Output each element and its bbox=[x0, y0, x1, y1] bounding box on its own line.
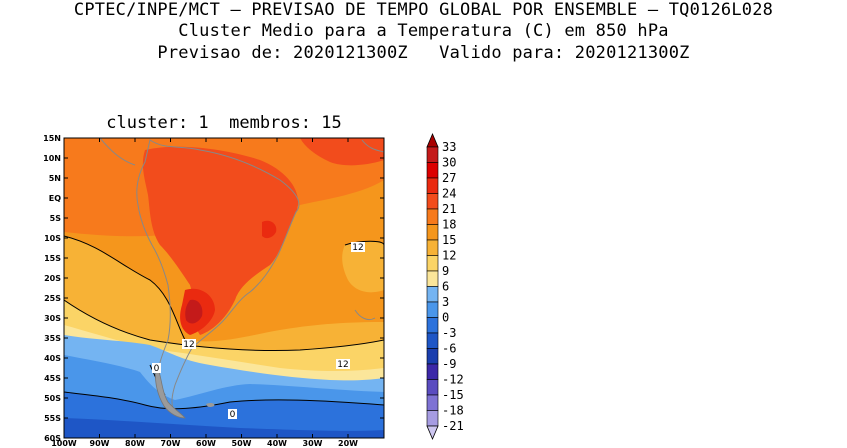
band-21-24 bbox=[142, 146, 299, 335]
coastline-africa-south bbox=[354, 309, 376, 321]
colorbar-label: 18 bbox=[442, 218, 456, 232]
colorbar-label: -15 bbox=[442, 388, 464, 402]
colorbar-label: 9 bbox=[442, 264, 449, 278]
colorbar-label: 3 bbox=[442, 295, 449, 309]
band-24-27-north bbox=[262, 220, 277, 239]
contour-label-12-a: 12 bbox=[183, 340, 194, 350]
colorbar-segment bbox=[426, 270, 439, 287]
band-minus6-minus3 bbox=[64, 418, 384, 438]
contour-0 bbox=[64, 391, 384, 410]
colorbar-segment bbox=[426, 301, 439, 318]
colorbar-segment bbox=[426, 193, 439, 210]
lon-label: 80W bbox=[125, 439, 145, 448]
lon-label: 60W bbox=[196, 439, 216, 448]
colorbar-label: -21 bbox=[442, 419, 464, 433]
colorbar-segment bbox=[426, 224, 439, 241]
colorbar-segment bbox=[426, 332, 439, 349]
header-title-line-2: Cluster Medio para a Temperatura (C) em … bbox=[178, 21, 669, 41]
lat-label: 10S bbox=[44, 234, 61, 243]
map-frame bbox=[63, 137, 385, 439]
contour-12-south bbox=[64, 299, 384, 352]
lat-label: 55S bbox=[44, 414, 61, 423]
colorbar-label: -3 bbox=[442, 326, 456, 340]
colorbar-label: -9 bbox=[442, 357, 456, 371]
colorbar-top-arrow bbox=[426, 132, 439, 148]
panel-title: cluster: 1 membros: 15 bbox=[106, 113, 342, 133]
colorbar-segment bbox=[426, 363, 439, 380]
lon-label: 30W bbox=[303, 439, 323, 448]
header-title-line-1: CPTEC/INPE/MCT — PREVISAO DE TEMPO GLOBA… bbox=[73, 0, 774, 20]
band-21-24-ocean bbox=[300, 138, 384, 166]
band-12-15-east bbox=[342, 241, 384, 293]
coastline-south-america bbox=[136, 139, 300, 414]
lat-label: 20S bbox=[44, 274, 61, 283]
longitude-axis: 100W 90W 80W 70W 60W 50W 40W 30W 20W bbox=[51, 138, 358, 448]
contour-12-east bbox=[344, 240, 384, 246]
colorbar-segment bbox=[426, 239, 439, 256]
colorbar-segment bbox=[426, 146, 439, 163]
lat-label: 40S bbox=[44, 354, 61, 363]
colorbar-bottom-arrow bbox=[426, 425, 439, 441]
colorbar-label: 33 bbox=[442, 140, 456, 154]
lat-label: 10N bbox=[43, 154, 61, 163]
colorbar-label: -12 bbox=[442, 373, 464, 387]
colorbar-label: 27 bbox=[442, 171, 456, 185]
lat-label: 30S bbox=[44, 314, 61, 323]
colorbar-label: 21 bbox=[442, 202, 456, 216]
lon-label: 20W bbox=[338, 439, 358, 448]
band-27-30 bbox=[185, 299, 203, 324]
lat-label: 35S bbox=[44, 334, 61, 343]
coastline-central-america bbox=[99, 138, 136, 166]
colorbar-segment bbox=[426, 177, 439, 194]
colorbar-segment bbox=[426, 162, 439, 179]
lon-label: 40W bbox=[267, 439, 287, 448]
header-title-line-3: Previsao de: 2020121300Z Valido para: 20… bbox=[157, 43, 690, 63]
coastline-africa bbox=[361, 139, 384, 153]
colorbar-label: -6 bbox=[442, 342, 456, 356]
contour-labels: 12 12 12 0 0 bbox=[152, 242, 365, 420]
colorbar-segment bbox=[426, 348, 439, 365]
lat-label: 60S bbox=[44, 434, 61, 443]
lat-label: 45S bbox=[44, 374, 61, 383]
lat-label: 25S bbox=[44, 294, 61, 303]
colorbar-segment bbox=[426, 317, 439, 334]
colorbar-segment bbox=[426, 410, 439, 427]
lat-label: 5N bbox=[49, 174, 61, 183]
colorbar-label: 15 bbox=[442, 233, 456, 247]
colorbar-segment bbox=[426, 208, 439, 225]
lon-label: 70W bbox=[161, 439, 181, 448]
colorbar-segment bbox=[426, 255, 439, 272]
colorbar-label: 0 bbox=[442, 311, 449, 325]
contour-label-12-b: 12 bbox=[352, 243, 363, 253]
falkland-islands bbox=[206, 402, 215, 408]
colorbar-label: 30 bbox=[442, 156, 456, 170]
colorbar-label: -18 bbox=[442, 404, 464, 418]
lon-label: 50W bbox=[232, 439, 252, 448]
lat-label: 15S bbox=[44, 254, 61, 263]
lat-label: 5S bbox=[50, 214, 62, 223]
colorbar-segment bbox=[426, 286, 439, 303]
colorbar-label: 6 bbox=[442, 280, 449, 294]
lat-label: 15N bbox=[43, 134, 61, 143]
latitude-axis: 15N 10N 5N EQ 5S 10S 15S 20S 25S 30S 35S 40S 45S 50S 5… bbox=[43, 134, 384, 443]
lon-label: 90W bbox=[90, 439, 110, 448]
colorbar-label: 24 bbox=[442, 187, 456, 201]
colorbar-segment bbox=[426, 394, 439, 411]
map-field: 12 12 12 0 0 bbox=[64, 138, 384, 438]
contour-label-0-a: 0 bbox=[154, 364, 160, 374]
colorbar-segment bbox=[426, 379, 439, 396]
lat-label: 50S bbox=[44, 394, 61, 403]
lat-label: EQ bbox=[49, 194, 61, 203]
contour-label-12-c: 12 bbox=[337, 360, 348, 370]
contour-12-west bbox=[64, 235, 186, 341]
colorbar-label: 12 bbox=[442, 249, 456, 263]
lon-label: 100W bbox=[51, 439, 77, 448]
contour-label-0-b: 0 bbox=[230, 410, 236, 420]
